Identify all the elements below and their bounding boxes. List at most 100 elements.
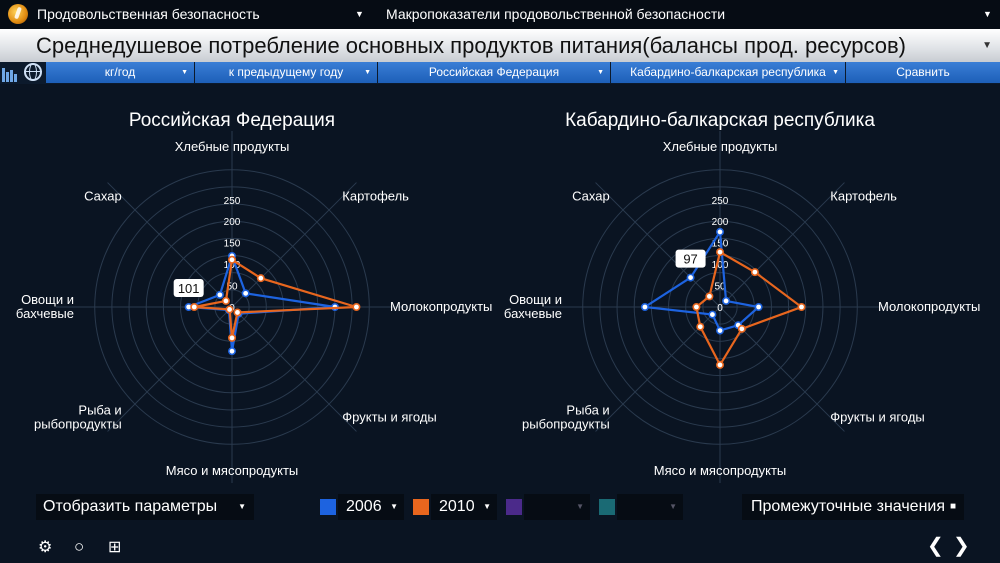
hierarchy-tree-icon[interactable]: ⊞: [108, 539, 122, 556]
data-point-2010: [715, 248, 724, 257]
axis-label: рыбопродукты: [522, 416, 610, 431]
data-point-2006: [722, 296, 731, 305]
intermediate-values-toggle[interactable]: Промежуточные значения ■: [742, 494, 964, 520]
globe-icon[interactable]: [24, 63, 42, 81]
axis-label: рыбопродукты: [34, 416, 122, 431]
axis-line: [107, 306, 233, 432]
data-point-2006: [754, 303, 763, 312]
data-point-2006: [715, 227, 724, 236]
section-select-chevron-icon[interactable]: ▼: [355, 9, 364, 19]
region1-select[interactable]: Российская Федерация ▼: [378, 62, 611, 83]
axis-line: [231, 182, 357, 308]
next-arrow-icon[interactable]: ❯: [953, 535, 970, 557]
region1-label: Российская Федерация: [428, 65, 560, 79]
subsection-select[interactable]: Макропоказатели продовольственной безопа…: [386, 0, 725, 29]
subsection-select-chevron-icon[interactable]: ▼: [983, 9, 992, 19]
axis-label: Мясо и мясопродукты: [654, 463, 787, 478]
tick-label: 200: [224, 217, 241, 228]
data-point-2006: [708, 310, 717, 319]
series-2010-swatch: [413, 499, 429, 515]
axis-label: Мясо и мясопродукты: [166, 463, 299, 478]
callout-box: [173, 279, 204, 297]
data-point-2010: [225, 305, 234, 314]
series-4-swatch: [599, 499, 615, 515]
top-bar: Продовольственная безопасность ▼ Макропо…: [0, 0, 1000, 29]
compare-button[interactable]: Сравнить: [846, 62, 1000, 83]
tick-label: 50: [714, 282, 726, 293]
prev-arrow-icon[interactable]: ❮: [927, 535, 944, 557]
axis-label: Рыба и: [566, 402, 609, 417]
year1-chevron-icon: ▼: [390, 502, 398, 511]
data-point-2006: [686, 273, 695, 282]
unit-select-label: кг/год: [104, 65, 136, 79]
axis-line: [719, 182, 845, 308]
compare-mode-select[interactable]: к предыдущему году ▼: [195, 62, 378, 83]
axis-line: [231, 306, 357, 432]
tick-label: 100: [712, 260, 729, 271]
axis-label: Хлебные продукты: [175, 139, 290, 154]
data-point-2010: [797, 303, 806, 312]
display-params-label: Отобразить параметры: [43, 498, 218, 515]
data-point-2010: [352, 303, 361, 312]
data-point-2010: [696, 322, 705, 331]
app-logo-icon: [8, 4, 28, 24]
region2-select[interactable]: Кабардино-балкарская республика ▼: [611, 62, 846, 83]
data-point-2010: [256, 274, 265, 283]
tick-label: 250: [712, 196, 729, 207]
bar-chart-icon[interactable]: [2, 64, 20, 82]
report-title-bar[interactable]: Среднедушевое потребление основных проду…: [0, 29, 1000, 62]
chart-title: Кабардино-балкарская республика: [565, 110, 875, 131]
region2-chevron-icon: ▼: [832, 69, 839, 76]
axis-label: Сахар: [572, 189, 610, 204]
year2-chevron-icon: ▼: [483, 502, 491, 511]
tick-label: 150: [224, 239, 241, 250]
data-point-2006: [215, 290, 224, 299]
settings-gear-icon[interactable]: ⚙: [38, 539, 53, 556]
series-3-swatch: [506, 499, 522, 515]
callout-box: [675, 249, 706, 268]
axis-label: Фрукты и ягоды: [830, 409, 924, 424]
axis-line: [595, 182, 721, 308]
year4-select[interactable]: ▼: [617, 494, 683, 520]
data-point-2010: [233, 308, 242, 317]
checkbox-icon: ■: [949, 501, 956, 512]
series-line-2006: [641, 228, 762, 332]
data-point-2010: [221, 296, 230, 305]
axis-label: Рыба и: [78, 402, 121, 417]
search-icon[interactable]: ○: [74, 537, 85, 556]
region1-chevron-icon: ▼: [597, 69, 604, 76]
axis-label: Овощи и: [21, 292, 74, 307]
unit-chevron-icon: ▼: [181, 69, 188, 76]
section-select[interactable]: Продовольственная безопасность: [37, 0, 260, 29]
chart-title: Российская Федерация: [129, 110, 335, 131]
data-point-2010: [228, 333, 237, 342]
data-point-2010: [190, 303, 199, 312]
display-params-select[interactable]: Отобразить параметры ▼: [36, 494, 254, 520]
year2-select[interactable]: 2010 ▼: [431, 494, 497, 520]
year1-select[interactable]: 2006 ▼: [338, 494, 404, 520]
axis-line: [107, 182, 233, 308]
year3-select[interactable]: ▼: [524, 494, 590, 520]
axis-label: Сахар: [84, 189, 122, 204]
title-chevron-icon[interactable]: ▼: [982, 40, 992, 51]
section-select-label: Продовольственная безопасность: [37, 6, 260, 22]
data-point-2010: [737, 324, 746, 333]
year3-chevron-icon: ▼: [576, 502, 584, 511]
compare-mode-chevron-icon: ▼: [364, 69, 371, 76]
axis-label: Фрукты и ягоды: [342, 409, 436, 424]
subsection-select-label: Макропоказатели продовольственной безопа…: [386, 6, 726, 22]
unit-select[interactable]: кг/год ▼: [46, 62, 195, 83]
tick-label: 50: [226, 282, 238, 293]
data-point-2006: [640, 303, 649, 312]
axis-label: бахчевые: [16, 306, 74, 321]
axis-label: Молокопродукты: [878, 299, 980, 314]
region2-label: Кабардино-балкарская республика: [630, 65, 826, 79]
axis-label: Картофель: [342, 189, 409, 204]
axis-label: Овощи и: [509, 292, 562, 307]
compare-mode-label: к предыдущему году: [228, 65, 344, 79]
radar-charts: 0 50 100 150 200 250 Российская Федерация Хлебн…: [16, 110, 980, 483]
data-point-2010: [692, 303, 701, 312]
tick-label: 250: [224, 196, 241, 207]
data-point-2010: [750, 268, 759, 277]
intermediate-values-label: Промежуточные значения: [751, 498, 945, 515]
